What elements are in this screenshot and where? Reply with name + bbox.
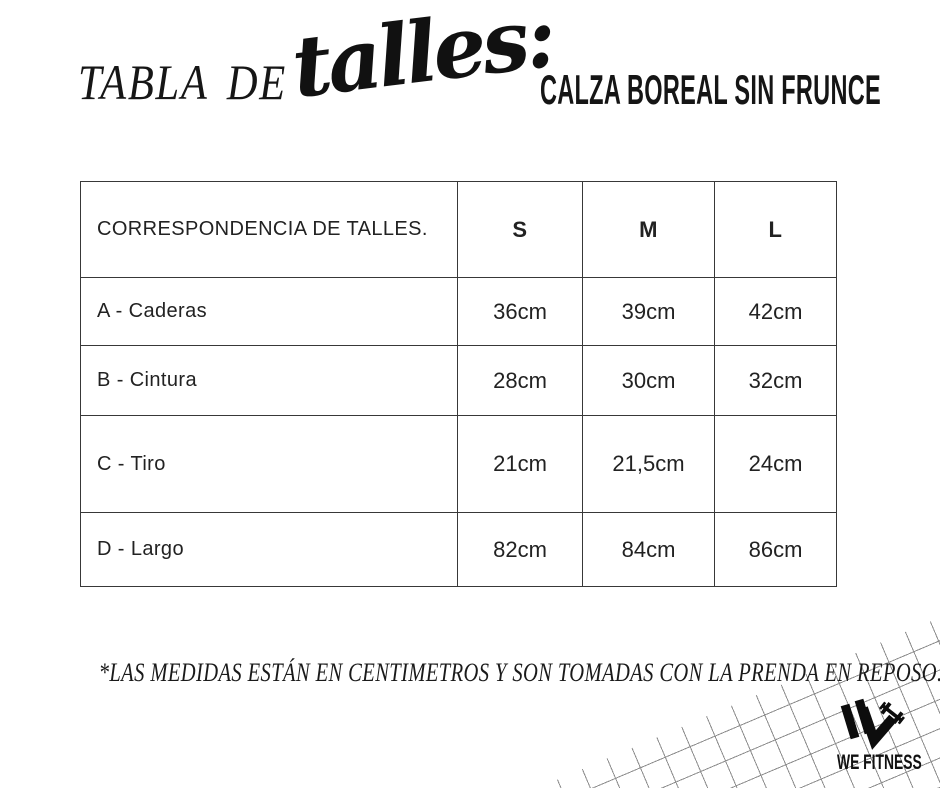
- row-value-m: 30cm: [582, 345, 715, 416]
- row-value-s: 28cm: [457, 345, 583, 416]
- row-label: B - Cintura: [80, 345, 458, 416]
- row-value-s: 36cm: [457, 277, 583, 346]
- row-value-l: 32cm: [714, 345, 837, 416]
- row-value-m: 21,5cm: [582, 415, 715, 513]
- title-script-word: talles:: [286, 0, 558, 117]
- title-product-name: CALZA BOREAL SIN FRUNCE: [540, 66, 881, 113]
- row-value-l: 86cm: [714, 512, 837, 587]
- row-value-s: 21cm: [457, 415, 583, 513]
- table-row: A - Caderas 36cm 39cm 42cm: [80, 277, 837, 346]
- table-row: B - Cintura 28cm 30cm 32cm: [80, 345, 837, 416]
- header-size-s: S: [457, 181, 583, 278]
- row-label: A - Caderas: [80, 277, 458, 346]
- row-value-s: 82cm: [457, 512, 583, 587]
- header-correspondencia: CORRESPONDENCIA DE TALLES.: [80, 181, 458, 278]
- row-value-l: 42cm: [714, 277, 837, 346]
- table-row: D - Largo 82cm 84cm 86cm: [80, 512, 837, 587]
- brand-name: WE FITNESS: [837, 751, 922, 774]
- row-label: C - Tiro: [80, 415, 458, 513]
- title-prefix: TABLA DE: [78, 54, 287, 110]
- table-row: C - Tiro 21cm 21,5cm 24cm: [80, 415, 837, 513]
- footnote: *LAS MEDIDAS ESTÁN EN CENTIMETROS Y SON …: [98, 658, 940, 687]
- row-value-m: 39cm: [582, 277, 715, 346]
- row-value-l: 24cm: [714, 415, 837, 513]
- w-dumbbell-icon: [840, 698, 905, 750]
- header-size-l: L: [714, 181, 837, 278]
- row-value-m: 84cm: [582, 512, 715, 587]
- row-label: D - Largo: [80, 512, 458, 587]
- table-header-row: CORRESPONDENCIA DE TALLES. S M L: [80, 181, 837, 278]
- header-size-m: M: [582, 181, 715, 278]
- we-fitness-logo: WE FITNESS: [820, 693, 922, 774]
- size-table: CORRESPONDENCIA DE TALLES. S M L A - Cad…: [80, 181, 837, 587]
